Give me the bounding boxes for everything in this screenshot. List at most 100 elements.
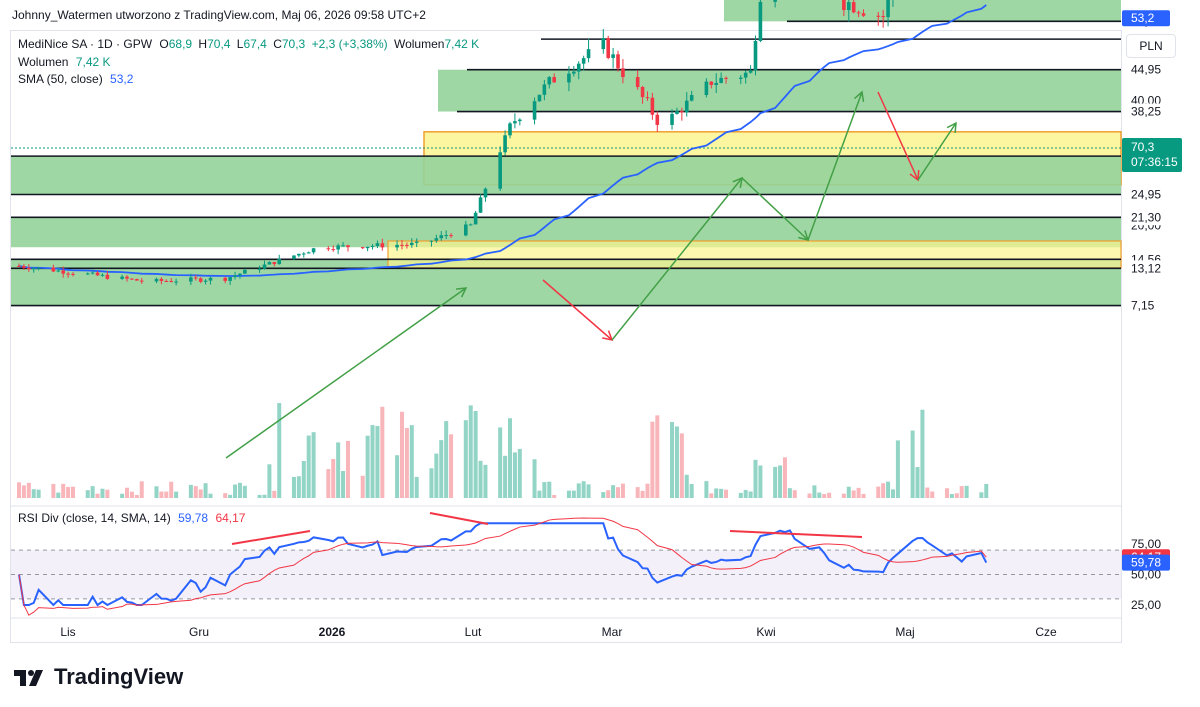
volume-bar [154,486,159,498]
volume-bar [129,491,134,498]
chart-frame[interactable] [10,30,1122,643]
level-label-bg [1122,297,1170,314]
time-tick: Mar [602,625,623,639]
candle-body [532,101,537,120]
candle-body [272,262,277,265]
volume-bar [237,482,242,498]
candle-body [670,113,674,125]
volume-bar [881,483,886,498]
volume-bar [895,440,900,498]
candle-body [567,73,571,83]
candle-body [758,1,763,41]
volume-bar [26,482,31,498]
rsi-value-label-bg [1122,554,1170,571]
volume-bar [468,405,473,498]
volume-bar [655,415,660,498]
candle-body [228,277,232,281]
candle-body [306,252,311,254]
sma50-line [18,4,987,277]
candle-body [508,123,512,136]
volume-bar [689,483,694,498]
legend-sma: SMA (50, close) 53,2 [18,72,133,86]
volume-bar [841,493,846,498]
volume-bar [174,491,179,498]
volume-bar [792,490,797,498]
volume-bar [827,492,832,498]
candle-body [198,278,203,282]
arrow-up-2 [611,177,743,341]
volume-bar [429,468,434,498]
volume-bar [21,485,26,498]
candle-body [189,277,193,282]
candle-body [601,38,606,50]
arrow-up-4-head [946,121,957,134]
volume-bar [345,440,350,498]
volume-bar [120,493,125,498]
candle-body [655,114,660,125]
candle-body [22,266,26,268]
volume-bar [979,492,984,498]
candle-body [576,63,581,72]
tradingview-logo[interactable]: TradingView [12,664,183,690]
volume-bar [228,494,233,498]
volume-bar [601,492,606,498]
volume-bar [257,494,262,498]
volume-bar [169,481,174,498]
candle-body [169,281,174,283]
time-tick: Cze [1035,625,1057,639]
rsi-tick: 50,00 [1131,568,1161,582]
candle-body [724,77,728,79]
candle-body [572,71,576,74]
rsi-divergence-line [429,512,489,525]
symbol-name: MediNice SA · 1D · GPW [18,37,153,51]
level-label-bg [1122,61,1170,78]
candle-body [876,15,881,17]
candle-body [738,77,743,79]
candle-body [90,272,95,274]
close-value: 70,3 [281,37,306,51]
volume-bar [581,481,586,498]
rsi-divergence-line [729,530,863,538]
rsi-divergence-line [231,530,311,545]
candle-body [400,244,404,246]
volume-bar [306,435,311,498]
tradingview-logo-icon [14,670,43,686]
volume-bar [640,490,645,498]
sma-axis-label: 53,2 [1131,11,1155,25]
volume-bar [517,448,522,498]
candle-body [410,242,414,246]
rsi-tick: 75,00 [1131,537,1161,551]
low-value: 67,4 [243,37,267,51]
volume-bar [846,486,851,498]
volume-bar [483,464,488,498]
volume-bar [139,481,144,498]
candle-body [85,273,90,275]
candle-body [36,267,41,269]
candle-body [130,278,134,280]
rsi-sma-value: 64,17 [215,511,246,525]
candle-body [861,13,866,16]
volume-bar [444,421,449,498]
candle-body [326,248,331,250]
volume-bar [930,491,935,498]
candle-body [616,54,620,69]
rsi-line [18,522,988,607]
volume-bar [105,489,110,498]
level-label-bg [1122,209,1170,226]
sma-value: 53,2 [110,72,134,86]
volume-bar [532,459,537,498]
volume-bar [679,433,684,498]
candle-body [100,274,105,276]
volume-bar [233,484,238,498]
candle-body [635,77,640,88]
candle-body [473,212,478,225]
volume-bar [365,435,370,498]
volume-label: Wolumen [393,37,445,51]
currency-button[interactable]: PLN [1126,34,1176,58]
volume-bar [404,428,409,498]
candle-body [483,188,488,198]
candle-body [856,12,861,14]
candle-body [621,68,625,78]
volume-bar [95,493,100,498]
